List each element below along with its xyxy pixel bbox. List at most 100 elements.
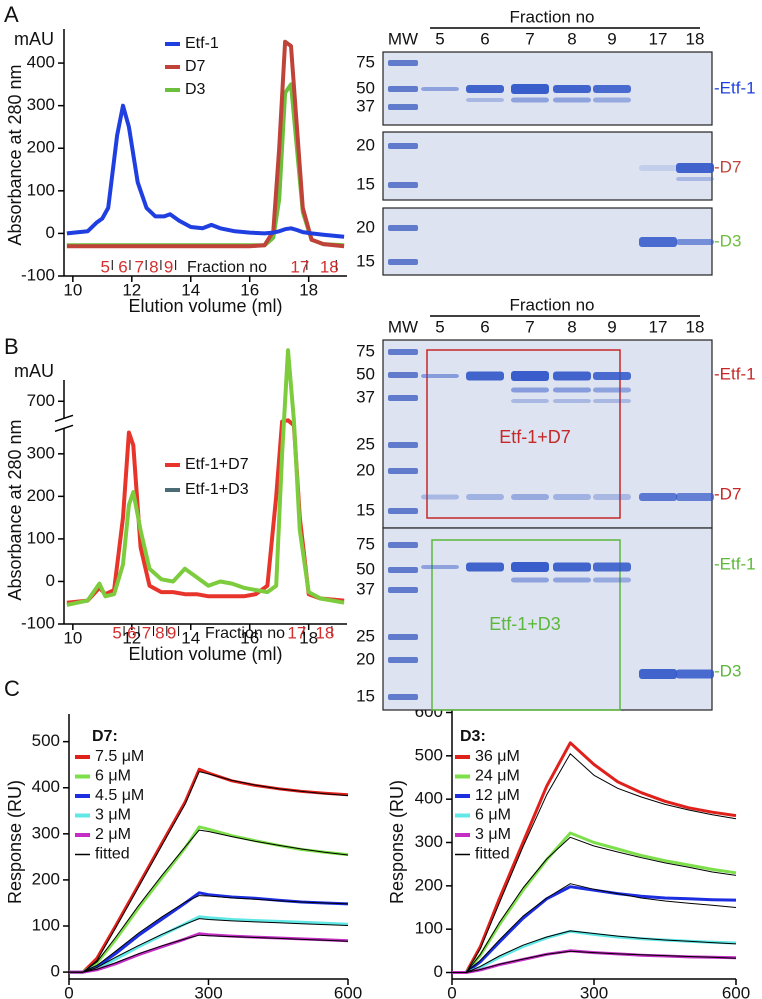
gel-band-label: -Etf-1 xyxy=(714,78,756,97)
mw-band xyxy=(388,182,418,188)
gel-band xyxy=(466,85,504,93)
gel-band xyxy=(676,239,714,245)
gel-band-label: -Etf-1 xyxy=(714,364,756,383)
gel-band xyxy=(676,177,714,181)
fit-line xyxy=(69,895,349,973)
mw-marker: 75 xyxy=(356,52,375,71)
gel-band xyxy=(553,387,591,393)
gel-band xyxy=(593,85,631,93)
gel-band-label: -D3 xyxy=(714,231,741,250)
gel-band xyxy=(639,493,677,501)
fraction-label: 7 xyxy=(134,257,143,276)
mw-marker: 15 xyxy=(356,686,375,705)
fraction-title: Fraction no xyxy=(187,259,267,276)
mw-band xyxy=(388,372,418,378)
fraction-label: 7 xyxy=(142,623,151,642)
fit-line xyxy=(452,836,737,973)
gel xyxy=(382,131,713,201)
legend-label: 6 μM xyxy=(95,768,131,785)
mw-band xyxy=(388,587,418,593)
gel-band xyxy=(466,371,504,381)
gel xyxy=(382,527,713,711)
legend-label: fitted xyxy=(475,846,510,863)
gel-band xyxy=(553,494,591,500)
series-line xyxy=(66,418,345,605)
lane-label: 7 xyxy=(525,29,534,48)
gel-band xyxy=(511,387,549,393)
y-tick-label: 100 xyxy=(27,180,55,199)
gel-band xyxy=(553,97,591,103)
lane-label: 6 xyxy=(480,317,489,336)
series-line xyxy=(69,915,349,974)
fit-line xyxy=(69,934,349,973)
mw-band xyxy=(388,225,418,231)
y-tick-label: 0 xyxy=(51,962,60,981)
lane-label: 18 xyxy=(686,317,705,336)
gel-band xyxy=(466,98,504,102)
gel-box-label: Etf-1+D3 xyxy=(489,614,561,634)
mw-marker: 75 xyxy=(356,534,375,553)
mw-marker: 20 xyxy=(356,135,375,154)
gel-band xyxy=(421,374,459,378)
legend-label: 2 μM xyxy=(95,826,131,843)
series-line xyxy=(452,949,737,974)
gel-band xyxy=(676,163,714,173)
mw-band xyxy=(388,60,418,66)
gel-band xyxy=(553,371,591,381)
mw-band xyxy=(388,442,418,448)
legend-label: Etf-1+D3 xyxy=(185,481,249,498)
x-tick-label: 14 xyxy=(181,280,200,299)
lane-label: MW xyxy=(388,29,418,48)
gel-band-label: -D7 xyxy=(714,484,741,503)
gel-band xyxy=(553,399,591,403)
mw-marker: 20 xyxy=(356,460,375,479)
gel-band xyxy=(511,494,549,500)
legend-title: D7: xyxy=(92,728,118,745)
gel-box-label: Etf-1+D7 xyxy=(499,427,571,447)
gel-band xyxy=(421,494,459,500)
gel-band xyxy=(593,97,631,103)
mw-band xyxy=(388,86,418,92)
gel-band xyxy=(639,237,677,247)
series-line xyxy=(452,831,737,974)
mw-band xyxy=(388,567,418,573)
mw-marker: 15 xyxy=(356,251,375,270)
gel-band-label: -D3 xyxy=(714,661,741,680)
gel-band xyxy=(593,399,631,403)
y-tick-label: 300 xyxy=(415,832,443,851)
fraction-label: 18 xyxy=(320,257,339,276)
x-axis-label: Elution volume (ml) xyxy=(128,644,282,664)
axis-break-mark xyxy=(54,414,74,423)
mw-marker: 25 xyxy=(356,626,375,645)
x-axis-label: Elution volume (ml) xyxy=(128,296,282,316)
gel-band xyxy=(593,494,631,500)
gel-band xyxy=(511,97,549,103)
fraction-label: 17 xyxy=(287,623,306,642)
legend-label: 3 μM xyxy=(95,807,131,824)
panel-label: C xyxy=(4,676,20,701)
y-tick-label: 300 xyxy=(27,443,55,462)
y-axis-label: Absorbance at 280 nm xyxy=(5,64,25,245)
series-line xyxy=(452,885,737,974)
y-tick-label: 0 xyxy=(46,571,55,590)
gel-header: Fraction no xyxy=(509,7,594,26)
fit-line xyxy=(69,918,349,973)
gel-band xyxy=(553,562,591,572)
y-axis-label: Response (RU) xyxy=(5,780,25,904)
lane-label: 6 xyxy=(480,29,489,48)
legend-label: Etf-1+D7 xyxy=(185,456,249,473)
mw-marker: 15 xyxy=(356,500,375,519)
y-tick-label: 200 xyxy=(27,486,55,505)
lane-label: 9 xyxy=(607,29,616,48)
mw-band xyxy=(388,468,418,474)
y-unit: mAU xyxy=(14,361,54,381)
lane-label: 9 xyxy=(607,317,616,336)
gel-band xyxy=(421,87,459,91)
mw-marker: 20 xyxy=(356,217,375,236)
lane-label: 5 xyxy=(435,29,444,48)
fit-line xyxy=(452,930,737,973)
fraction-label: 5 xyxy=(101,257,110,276)
x-tick-label: 0 xyxy=(64,983,73,999)
y-unit: mAU xyxy=(14,29,54,49)
series-line xyxy=(452,741,737,974)
